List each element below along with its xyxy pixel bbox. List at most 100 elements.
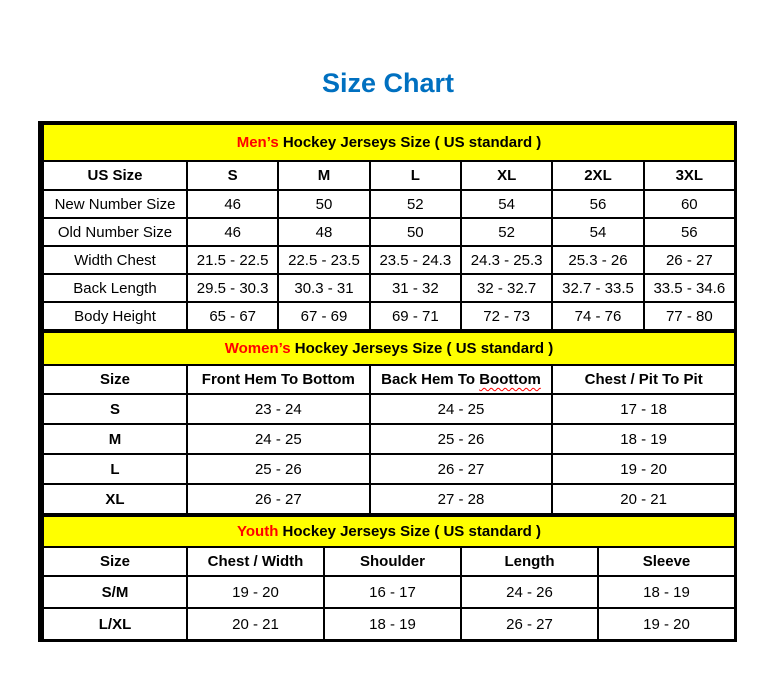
banner-text: Hockey Jerseys Size ( US standard ) bbox=[278, 523, 541, 540]
column-header: Chest / Width bbox=[186, 546, 325, 577]
size-value-cell: 54 bbox=[459, 189, 554, 219]
table-row: S/M 19 - 20 16 - 17 24 - 26 18 - 19 bbox=[42, 575, 736, 609]
table-row: New Number Size 46 50 52 54 56 60 bbox=[42, 189, 737, 219]
size-value-cell: 24 - 25 bbox=[368, 393, 554, 425]
table-row: Body Height 65 - 67 67 - 69 69 - 71 72 -… bbox=[42, 301, 737, 331]
size-value-cell: 31 - 32 bbox=[368, 273, 462, 303]
column-header: Sleeve bbox=[597, 546, 736, 577]
column-header: Size bbox=[42, 546, 188, 577]
column-header: Front Hem To Bottom bbox=[186, 364, 371, 395]
mens-section-banner: Men’s Hockey Jerseys Size ( US standard … bbox=[42, 123, 736, 162]
size-value-cell: 20 - 21 bbox=[551, 483, 736, 515]
row-label: XL bbox=[42, 483, 188, 515]
size-value-cell: 18 - 19 bbox=[323, 607, 462, 641]
size-value-cell: 26 - 27 bbox=[368, 453, 554, 485]
row-label: Width Chest bbox=[42, 245, 188, 275]
column-header: XL bbox=[459, 160, 554, 191]
section-banner-row: Men’s Hockey Jerseys Size ( US standard … bbox=[42, 123, 736, 162]
size-value-cell: 50 bbox=[368, 217, 462, 247]
row-label: New Number Size bbox=[42, 189, 188, 219]
size-value-cell: 56 bbox=[642, 217, 737, 247]
column-header: Size bbox=[42, 364, 188, 395]
section-banner-row: Youth Hockey Jerseys Size ( US standard … bbox=[42, 515, 736, 548]
column-header: 2XL bbox=[551, 160, 645, 191]
row-label: M bbox=[42, 423, 188, 455]
banner-highlight: Youth bbox=[237, 523, 279, 540]
column-header-row: Size Front Hem To Bottom Back Hem To Boo… bbox=[42, 364, 736, 395]
table-row: XL 26 - 27 27 - 28 20 - 21 bbox=[42, 483, 736, 515]
row-label: L bbox=[42, 453, 188, 485]
size-value-cell: 26 - 27 bbox=[642, 245, 737, 275]
size-value-cell: 50 bbox=[277, 189, 371, 219]
size-value-cell: 54 bbox=[551, 217, 645, 247]
size-value-cell: 24 - 26 bbox=[460, 575, 599, 609]
table-row: Width Chest 21.5 - 22.5 22.5 - 23.5 23.5… bbox=[42, 245, 737, 275]
section-banner-row: Women’s Hockey Jerseys Size ( US standar… bbox=[42, 331, 736, 366]
size-value-cell: 24.3 - 25.3 bbox=[459, 245, 554, 275]
table-row: L/XL 20 - 21 18 - 19 26 - 27 19 - 20 bbox=[42, 607, 736, 641]
banner-text: Hockey Jerseys Size ( US standard ) bbox=[278, 134, 542, 151]
column-header: Length bbox=[460, 546, 599, 577]
size-value-cell: 23 - 24 bbox=[186, 393, 371, 425]
size-value-cell: 26 - 27 bbox=[460, 607, 599, 641]
column-header: Chest / Pit To Pit bbox=[551, 364, 736, 395]
size-value-cell: 33.5 - 34.6 bbox=[642, 273, 737, 303]
size-value-cell: 18 - 19 bbox=[597, 575, 736, 609]
size-value-cell: 67 - 69 bbox=[277, 301, 371, 331]
column-header-row: US Size S M L XL 2XL 3XL bbox=[42, 160, 737, 191]
column-header: M bbox=[277, 160, 371, 191]
womens-size-table: Women’s Hockey Jerseys Size ( US standar… bbox=[42, 331, 736, 515]
size-value-cell: 60 bbox=[642, 189, 737, 219]
size-value-cell: 25 - 26 bbox=[186, 453, 371, 485]
column-header: S bbox=[185, 160, 280, 191]
table-row: S 23 - 24 24 - 25 17 - 18 bbox=[42, 393, 736, 425]
column-header: L bbox=[368, 160, 462, 191]
size-value-cell: 77 - 80 bbox=[642, 301, 737, 331]
row-label: Old Number Size bbox=[42, 217, 188, 247]
size-value-cell: 56 bbox=[551, 189, 645, 219]
size-value-cell: 52 bbox=[368, 189, 462, 219]
banner-text: Hockey Jerseys Size ( US standard ) bbox=[290, 340, 554, 357]
size-value-cell: 19 - 20 bbox=[186, 575, 325, 609]
table-row: L 25 - 26 26 - 27 19 - 20 bbox=[42, 453, 736, 485]
size-value-cell: 32.7 - 33.5 bbox=[551, 273, 645, 303]
table-row: Old Number Size 46 48 50 52 54 56 bbox=[42, 217, 737, 247]
column-header: Back Hem To Boottom bbox=[368, 364, 554, 395]
column-header: US Size bbox=[42, 160, 188, 191]
size-value-cell: 17 - 18 bbox=[551, 393, 736, 425]
row-label: Back Length bbox=[42, 273, 188, 303]
column-header: 3XL bbox=[642, 160, 737, 191]
youth-size-table: Youth Hockey Jerseys Size ( US standard … bbox=[42, 515, 736, 641]
womens-section-banner: Women’s Hockey Jerseys Size ( US standar… bbox=[42, 331, 736, 366]
size-value-cell: 32 - 32.7 bbox=[459, 273, 554, 303]
size-value-cell: 21.5 - 22.5 bbox=[185, 245, 280, 275]
size-value-cell: 18 - 19 bbox=[551, 423, 736, 455]
table-row: Back Length 29.5 - 30.3 30.3 - 31 31 - 3… bbox=[42, 273, 737, 303]
size-value-cell: 74 - 76 bbox=[551, 301, 645, 331]
size-value-cell: 72 - 73 bbox=[459, 301, 554, 331]
column-header: Shoulder bbox=[323, 546, 462, 577]
size-value-cell: 25 - 26 bbox=[368, 423, 554, 455]
banner-highlight: Men’s bbox=[236, 134, 279, 151]
size-value-cell: 26 - 27 bbox=[186, 483, 371, 515]
row-label: Body Height bbox=[42, 301, 188, 331]
row-label: S/M bbox=[42, 575, 188, 609]
size-value-cell: 30.3 - 31 bbox=[277, 273, 371, 303]
youth-section-banner: Youth Hockey Jerseys Size ( US standard … bbox=[42, 515, 736, 548]
banner-highlight: Women’s bbox=[224, 340, 291, 357]
table-row: M 24 - 25 25 - 26 18 - 19 bbox=[42, 423, 736, 455]
size-value-cell: 69 - 71 bbox=[368, 301, 462, 331]
size-value-cell: 20 - 21 bbox=[186, 607, 325, 641]
size-value-cell: 46 bbox=[185, 189, 280, 219]
size-value-cell: 19 - 20 bbox=[597, 607, 736, 641]
size-chart-tables: Men’s Hockey Jerseys Size ( US standard … bbox=[38, 121, 737, 642]
size-value-cell: 23.5 - 24.3 bbox=[368, 245, 462, 275]
column-header-text: Back Hem To bbox=[381, 371, 480, 388]
size-value-cell: 24 - 25 bbox=[186, 423, 371, 455]
size-value-cell: 27 - 28 bbox=[368, 483, 554, 515]
row-label: S bbox=[42, 393, 188, 425]
size-value-cell: 22.5 - 23.5 bbox=[277, 245, 371, 275]
size-value-cell: 19 - 20 bbox=[551, 453, 736, 485]
mens-size-table: Men’s Hockey Jerseys Size ( US standard … bbox=[42, 123, 737, 331]
